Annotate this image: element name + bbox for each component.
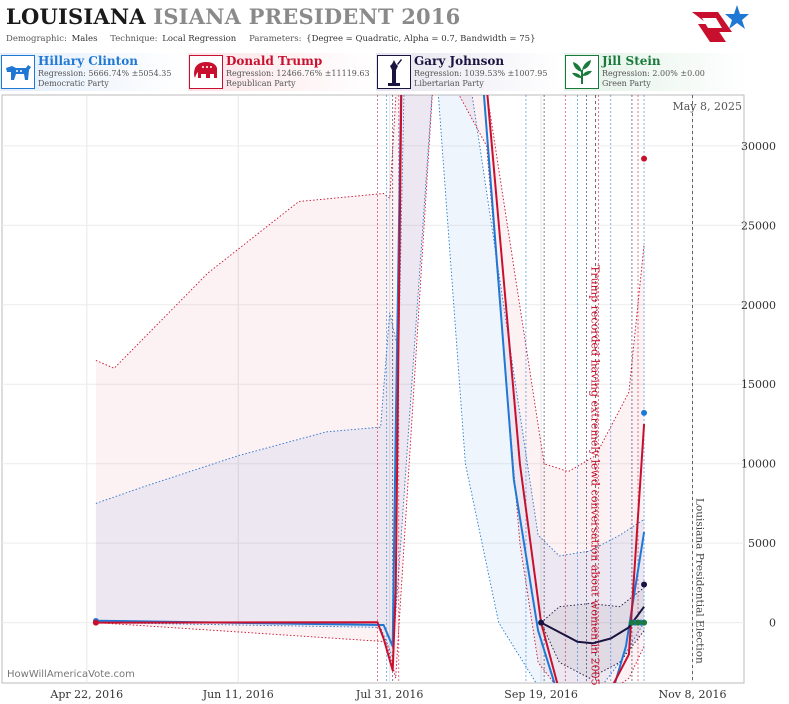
y-tick-label: 20000 — [741, 299, 776, 312]
legend-item-johnson[interactable]: Gary Johnson Regression: 1039.53% ±1007.… — [376, 53, 561, 91]
candidate-name: Donald Trump — [226, 54, 323, 68]
x-tick-label: Jul 31, 2016 — [355, 688, 424, 701]
parameters-value: {Degree = Quadratic, Alpha = 0.7, Bandwi… — [306, 34, 536, 44]
candidate-regression: Regression: 12466.76% ±11119.63 — [226, 69, 370, 78]
data-point — [628, 619, 635, 626]
y-tick-label: 5000 — [748, 537, 776, 550]
annotation-label: Louisiana Presidential Election — [694, 498, 706, 664]
y-tick-label: 0 — [769, 617, 776, 630]
donkey-icon — [1, 55, 35, 89]
technique-label: Technique: — [110, 34, 158, 44]
x-tick-label: Apr 22, 2016 — [49, 688, 123, 701]
regression-line — [540, 606, 645, 645]
candidate-party: Libertarian Party — [414, 79, 484, 88]
title-race: ISIANA PRESIDENT 2016 — [153, 4, 461, 29]
candidate-party: Green Party — [602, 79, 651, 88]
regression-line — [95, 95, 646, 683]
candidate-regression: Regression: 1039.53% ±1007.95 — [414, 69, 548, 78]
y-tick-label: 30000 — [741, 140, 776, 153]
y-tick-label: 15000 — [741, 378, 776, 391]
y-tick-label: 25000 — [741, 219, 776, 232]
header: LOUISIANA ISIANA PRESIDENT 2016 Demograp… — [0, 0, 789, 50]
candidate-regression: Regression: 5666.74% ±5054.35 — [38, 69, 172, 78]
plot-frame — [1, 94, 745, 684]
x-tick-label: Jun 11, 2016 — [202, 688, 274, 701]
candidate-party: Democratic Party — [38, 79, 109, 88]
candidate-party: Republican Party — [226, 79, 296, 88]
technique-value: Local Regression — [162, 34, 237, 44]
confidence-band — [541, 587, 645, 679]
band-upper-line — [95, 95, 645, 557]
leaf-icon — [565, 55, 599, 89]
meta-line: Demographic: Males Technique: Local Regr… — [6, 34, 537, 44]
confidence-band — [95, 95, 645, 683]
site-logo[interactable] — [688, 2, 750, 48]
data-point — [538, 619, 545, 626]
data-point — [641, 619, 648, 626]
demographic-value: Males — [71, 34, 98, 44]
date-label: May 8, 2025 — [672, 100, 742, 113]
legend-item-clinton[interactable]: Hillary Clinton Regression: 5666.74% ±50… — [0, 53, 185, 91]
band-lower-line — [95, 95, 645, 683]
annotation-label: Trump recorded having extremely lewd con… — [589, 265, 602, 686]
candidate-name: Gary Johnson — [414, 54, 505, 68]
demographic-label: Demographic: — [6, 34, 67, 44]
liberty-icon — [377, 55, 411, 89]
watermark: HowWillAmericaVote.com — [7, 669, 135, 680]
legend-item-trump[interactable]: Donald Trump Regression: 12466.76% ±1111… — [188, 53, 373, 91]
x-tick-label: Sep 19, 2016 — [504, 688, 578, 701]
legend-item-stein[interactable]: Jill Stein Regression: 2.00% ±0.00 Green… — [564, 53, 749, 91]
data-point — [641, 581, 648, 588]
band-lower-line — [540, 622, 645, 679]
data-point — [641, 155, 648, 162]
elephant-icon — [189, 55, 223, 89]
data-point — [635, 619, 641, 626]
regression-chart[interactable]: Trump recorded having extremely lewd con… — [0, 93, 789, 704]
y-tick-label: 10000 — [741, 458, 776, 471]
title-state: LOUISIANA — [6, 4, 146, 29]
candidate-legend: Hillary Clinton Regression: 5666.74% ±50… — [0, 53, 789, 93]
data-point — [92, 619, 99, 626]
regression-line — [95, 95, 646, 683]
candidate-name: Jill Stein — [602, 54, 661, 68]
parameters-label: Parameters: — [249, 34, 302, 44]
candidate-regression: Regression: 2.00% ±0.00 — [602, 69, 705, 78]
page-title: LOUISIANA ISIANA PRESIDENT 2016 — [6, 4, 460, 29]
x-tick-label: Nov 8, 2016 — [659, 688, 727, 701]
band-upper-line — [540, 587, 645, 623]
plot-series — [92, 95, 693, 683]
data-point — [641, 409, 648, 416]
candidate-name: Hillary Clinton — [38, 54, 138, 68]
confidence-band — [95, 95, 645, 683]
